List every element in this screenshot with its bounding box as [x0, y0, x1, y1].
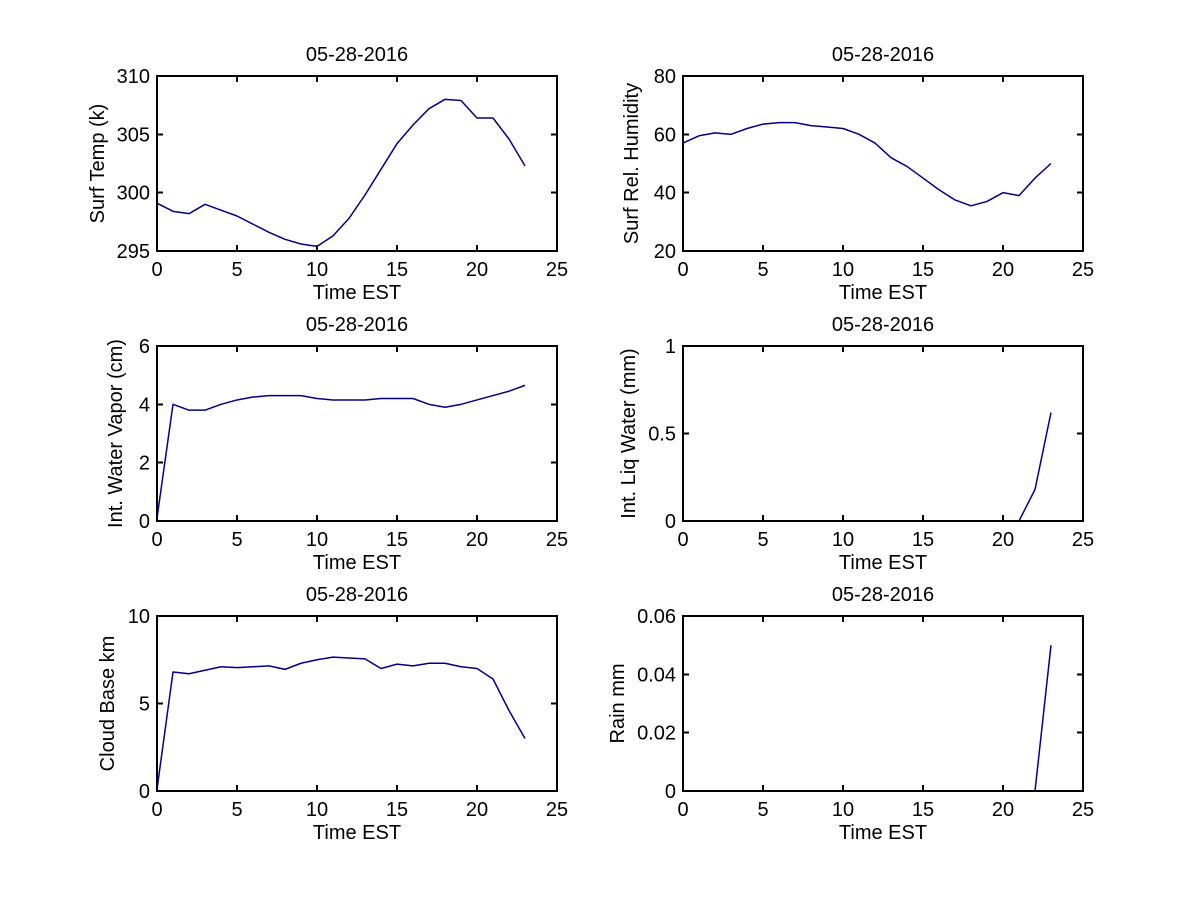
x-tick-label: 5: [231, 799, 242, 821]
y-tick-label: 0.02: [637, 723, 676, 745]
chart-panel-3: 0 5 10 15 20 25 0 2 4 6 05-28-2016 Time EST Int. Wat…: [105, 314, 568, 574]
x-tick-label: 5: [231, 259, 242, 281]
x-tick-label: 5: [757, 799, 768, 821]
y-tick-label: 20: [654, 241, 676, 263]
data-line: [682, 121, 1052, 207]
x-tick-label: 25: [1072, 259, 1094, 281]
y-tick-label: 6: [139, 336, 150, 358]
y-axis-label: Rain mm: [607, 663, 629, 743]
x-tick-label: 25: [1072, 529, 1094, 551]
chart-panel-2: 0 5 10 15 20 25 20 40 60 80 05-28-2016 Time EST Surf…: [621, 44, 1094, 304]
y-axis-label: Cloud Base km: [97, 636, 119, 772]
x-tick-label: 25: [546, 259, 568, 281]
plot-title: 05-28-2016: [306, 314, 408, 336]
data-line: [683, 412, 1052, 522]
y-tick-label: 310: [117, 66, 150, 88]
x-tick-label: 0: [151, 259, 162, 281]
x-tick-label: 25: [546, 529, 568, 551]
plot-title: 05-28-2016: [306, 44, 408, 66]
x-tick-label: 0: [677, 259, 688, 281]
x-tick-label: 0: [677, 799, 688, 821]
x-axis-label: Time EST: [839, 552, 927, 574]
x-tick-label: 25: [1072, 799, 1094, 821]
y-tick-label: 5: [139, 694, 150, 716]
x-tick-label: 20: [466, 799, 488, 821]
x-tick-label: 15: [912, 799, 934, 821]
x-tick-label: 5: [231, 529, 242, 551]
x-tick-label: 10: [832, 529, 854, 551]
data-line: [683, 645, 1052, 792]
x-tick-label: 10: [306, 799, 328, 821]
plot-box: [156, 75, 558, 252]
x-axis-label: Time EST: [313, 822, 401, 844]
y-axis-label: Int. Water Vapor (cm): [105, 339, 127, 528]
y-tick-label: 295: [117, 241, 150, 263]
x-tick-label: 20: [992, 799, 1014, 821]
y-tick-label: 80: [654, 66, 676, 88]
chart-panel-6: 0 5 10 15 20 25 0 0.02 0.04 0.06 05-28-2016 Time ES…: [607, 584, 1094, 844]
y-tick-label: 0: [665, 511, 676, 533]
chart-panel-1: 0 5 10 15 20 25 295 300 305 310 05-28-2016 Time EST…: [87, 44, 568, 304]
x-tick-label: 15: [386, 799, 408, 821]
x-tick-label: 10: [832, 259, 854, 281]
data-line: [156, 98, 526, 248]
y-axis-label: Surf Rel. Humidity: [621, 83, 643, 244]
data-line: [156, 384, 526, 519]
x-tick-label: 20: [466, 529, 488, 551]
x-axis-label: Time EST: [313, 552, 401, 574]
x-tick-label: 0: [151, 529, 162, 551]
plot-box: [156, 345, 558, 522]
x-tick-label: 15: [386, 529, 408, 551]
x-tick-label: 15: [386, 259, 408, 281]
x-tick-label: 5: [757, 259, 768, 281]
chart-panel-5: 0 5 10 15 20 25 0 5 10 05-28-2016 Time EST Cloud Ba…: [97, 584, 568, 844]
y-tick-label: 0: [139, 511, 150, 533]
y-tick-label: 0.04: [637, 664, 676, 686]
plot-box: [682, 345, 1084, 522]
x-tick-label: 10: [832, 799, 854, 821]
plot-title: 05-28-2016: [306, 584, 408, 606]
plot-title: 05-28-2016: [832, 584, 934, 606]
x-axis-label: Time EST: [839, 822, 927, 844]
plot-box: [156, 615, 558, 792]
y-tick-label: 0.06: [637, 606, 676, 628]
y-tick-label: 305: [117, 124, 150, 146]
x-tick-label: 20: [992, 529, 1014, 551]
x-tick-label: 10: [306, 259, 328, 281]
x-tick-label: 5: [757, 529, 768, 551]
y-tick-label: 40: [654, 183, 676, 205]
x-tick-label: 0: [151, 799, 162, 821]
x-tick-label: 15: [912, 259, 934, 281]
plot-box: [682, 615, 1084, 792]
x-tick-label: 10: [306, 529, 328, 551]
data-line: [156, 656, 526, 790]
y-tick-label: 4: [139, 394, 150, 416]
y-tick-label: 0: [665, 781, 676, 803]
y-tick-label: 0: [139, 781, 150, 803]
x-tick-label: 15: [912, 529, 934, 551]
y-tick-label: 60: [654, 124, 676, 146]
x-tick-label: 0: [677, 529, 688, 551]
y-tick-label: 2: [139, 453, 150, 475]
x-axis-label: Time EST: [839, 282, 927, 304]
x-tick-label: 20: [992, 259, 1014, 281]
x-tick-label: 25: [546, 799, 568, 821]
plot-title: 05-28-2016: [832, 44, 934, 66]
x-tick-label: 20: [466, 259, 488, 281]
x-axis-label: Time EST: [313, 282, 401, 304]
y-tick-label: 0.5: [648, 424, 676, 446]
y-tick-label: 10: [128, 606, 150, 628]
y-tick-label: 300: [117, 183, 150, 205]
y-axis-label: Int. Liq Water (mm): [618, 348, 640, 518]
y-tick-label: 1: [665, 336, 676, 358]
plot-title: 05-28-2016: [832, 314, 934, 336]
plot-box: [682, 75, 1084, 252]
y-axis-label: Surf Temp (k): [87, 104, 109, 224]
chart-panel-4: 0 5 10 15 20 25 0 0.5 1 05-28-2016 Time EST Int. Li…: [618, 314, 1094, 574]
